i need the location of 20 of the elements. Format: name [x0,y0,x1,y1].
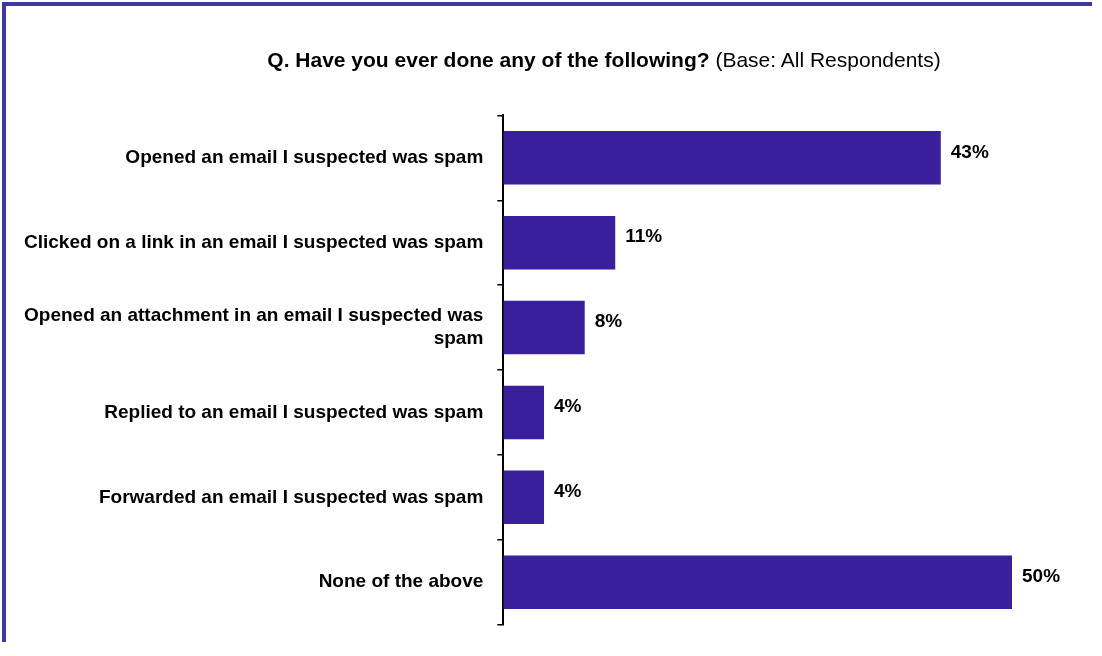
y-tick-label: Opened an email I suspected was spam [125,146,484,168]
bar [503,300,585,355]
bar [503,385,545,440]
bar [503,131,941,185]
bar [503,215,616,270]
data-label: 4% [554,480,582,502]
y-tick-label: Replied to an email I suspected was spam [104,400,484,422]
y-tick-label: None of the above [318,570,484,592]
bar [503,470,545,525]
bar [503,555,1012,609]
chart-title: Q. Have you ever done any of the following? [267,48,710,71]
data-label: 50% [1022,564,1061,586]
chart-subtitle: (Base: All Respondents) [715,48,941,71]
data-label: 43% [950,140,989,162]
data-label: 11% [625,225,663,247]
data-label: 4% [554,395,582,417]
y-tick-label: Clicked on a link in an email I suspected was spam [23,230,484,252]
data-label: 8% [594,310,623,332]
y-tick-label: Opened an attachment in an email I suspected was spam [24,304,484,349]
y-tick-label: Forwarded an email I suspected was spam [98,485,484,507]
